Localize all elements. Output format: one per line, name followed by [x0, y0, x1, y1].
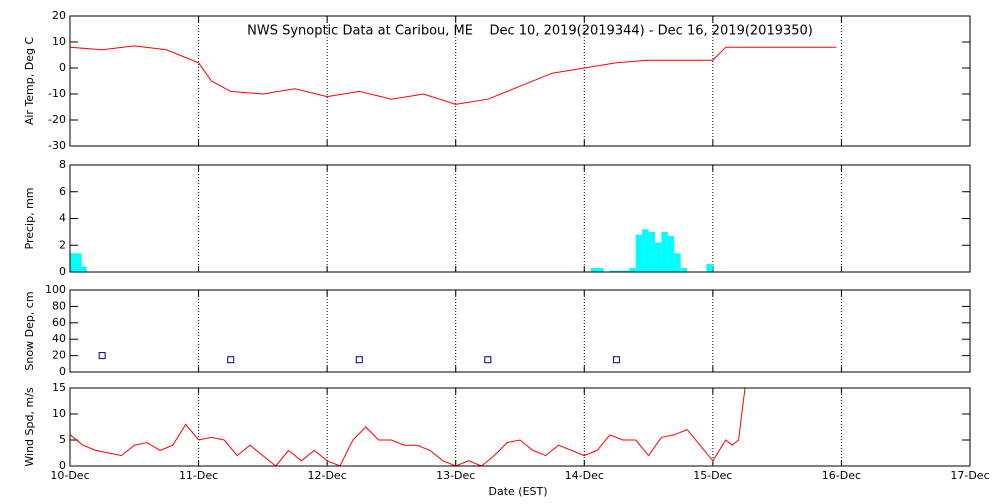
bar — [590, 267, 598, 272]
bar — [629, 267, 636, 272]
bar — [680, 267, 688, 272]
bar — [648, 231, 655, 272]
point — [98, 352, 106, 360]
y-tick-label: 0 — [59, 365, 66, 378]
y-axis-label: Air Temp, Deg C — [23, 37, 36, 126]
bar — [674, 253, 681, 272]
bar — [661, 231, 668, 272]
y-tick-label: 10 — [52, 35, 66, 48]
bar — [616, 270, 623, 272]
y-tick-label: 8 — [59, 158, 66, 171]
x-tick-label: 11-Dec — [179, 469, 218, 482]
x-tick-label: 14-Dec — [565, 469, 604, 482]
x-tick-label: 16-Dec — [822, 469, 861, 482]
y-tick-label: 10 — [52, 407, 66, 420]
point — [355, 356, 363, 364]
bar — [622, 270, 630, 272]
data-line — [70, 45, 837, 105]
bar — [80, 266, 87, 272]
y-tick-label: 4 — [59, 212, 66, 225]
y-tick-label: 20 — [52, 349, 66, 362]
y-tick-label: 60 — [52, 316, 66, 329]
y-tick-label: 20 — [52, 9, 66, 22]
bar — [655, 242, 662, 272]
plot-frame — [69, 164, 971, 273]
bar — [667, 235, 675, 272]
bar — [75, 253, 82, 272]
plot-frame — [69, 289, 971, 373]
y-tick-label: 2 — [59, 238, 66, 251]
y-axis-label: Snow Dep, cm — [23, 291, 36, 370]
bar — [706, 263, 713, 272]
bar — [70, 253, 77, 272]
bar — [597, 267, 604, 272]
point — [484, 356, 492, 364]
x-tick-label: 12-Dec — [308, 469, 347, 482]
plot-frame — [69, 15, 971, 147]
bar — [610, 270, 617, 272]
point — [227, 356, 235, 364]
x-axis-label: Date (EST) — [488, 485, 547, 498]
y-tick-label: 6 — [59, 185, 66, 198]
y-axis-label: Wind Spd, m/s — [23, 387, 36, 467]
y-tick-label: -30 — [48, 139, 66, 152]
y-tick-label: 100 — [45, 283, 66, 296]
y-tick-label: 40 — [52, 332, 66, 345]
bar — [635, 234, 643, 272]
plot-frame — [69, 387, 971, 467]
y-tick-label: 80 — [52, 299, 66, 312]
y-tick-label: 5 — [59, 433, 66, 446]
x-tick-label: 10-Dec — [50, 469, 89, 482]
chart-title: NWS Synoptic Data at Caribou, ME Dec 10,… — [247, 24, 813, 39]
point — [612, 356, 620, 364]
bar — [642, 229, 649, 272]
y-tick-label: 0 — [59, 265, 66, 278]
data-line — [70, 388, 746, 466]
y-tick-label: 15 — [52, 381, 66, 394]
y-tick-label: 0 — [59, 61, 66, 74]
x-tick-label: 13-Dec — [436, 469, 475, 482]
y-tick-label: -20 — [48, 113, 66, 126]
x-tick-label: 17-Dec — [950, 469, 989, 482]
y-tick-label: 0 — [59, 459, 66, 472]
x-tick-label: 15-Dec — [693, 469, 732, 482]
y-tick-label: -10 — [48, 87, 66, 100]
y-axis-label: Precip, mm — [23, 188, 36, 250]
